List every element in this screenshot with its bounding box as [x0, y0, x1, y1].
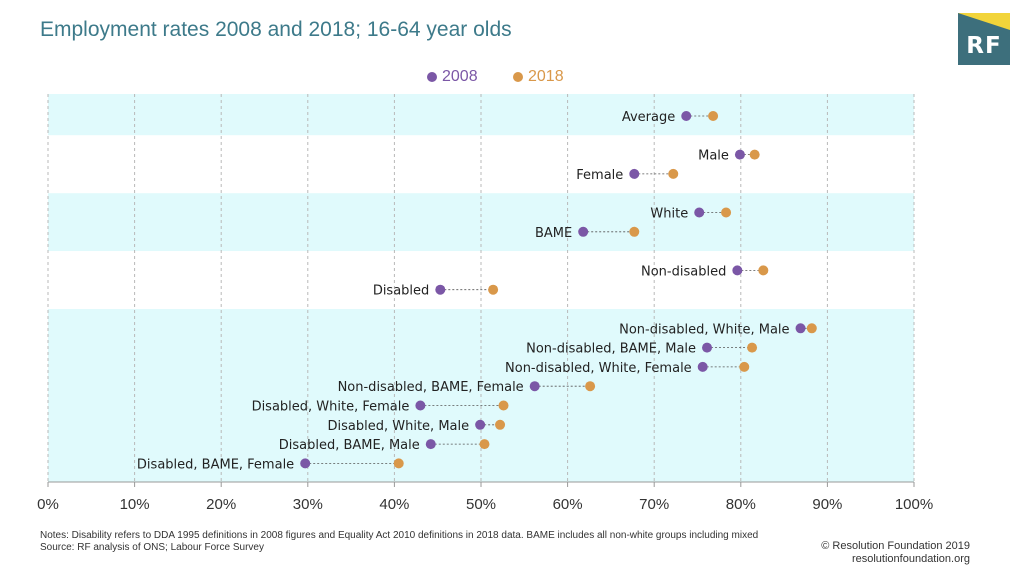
point-2008: [425, 439, 436, 450]
point-2008: [697, 361, 708, 372]
point-2008: [694, 207, 705, 218]
row-label: Disabled: [373, 284, 429, 299]
point-2008: [529, 381, 540, 392]
row-label: BAME: [535, 226, 572, 241]
row-label: White: [650, 207, 688, 222]
logo-accent-triangle: [958, 13, 1010, 30]
x-tick-label: 100%: [895, 496, 933, 513]
source-line: Source: RF analysis of ONS; Labour Force…: [40, 542, 264, 553]
point-2018: [585, 381, 596, 392]
point-2018: [498, 400, 509, 411]
point-2018: [758, 265, 769, 276]
point-2008: [475, 419, 486, 430]
x-tick-label: 60%: [553, 496, 583, 513]
point-2018: [721, 207, 732, 218]
row-label: Disabled, White, Female: [252, 400, 410, 415]
point-2018: [629, 226, 640, 237]
point-2008: [681, 111, 692, 121]
x-tick-label: 40%: [379, 496, 409, 513]
point-2018: [479, 439, 490, 450]
legend-label-2018: 2018: [528, 68, 564, 85]
row-label: Non-disabled, BAME, Male: [526, 342, 696, 357]
point-2008: [702, 342, 713, 353]
point-2018: [749, 149, 760, 160]
point-2008: [415, 400, 426, 411]
point-2018: [747, 342, 758, 353]
x-tick-label: 10%: [120, 496, 150, 513]
legend-item-2018: 2018: [513, 68, 564, 86]
point-2008: [435, 284, 446, 295]
row-label: Non-disabled, BAME, Female: [338, 380, 524, 395]
chart-title: Employment rates 2008 and 2018; 16-64 ye…: [40, 18, 512, 41]
point-2018: [739, 361, 750, 372]
chart-credit: © Resolution Foundation 2019 resolutionf…: [821, 540, 970, 566]
point-2018: [488, 284, 499, 295]
row-label: Male: [698, 149, 729, 164]
row-label: Non-disabled: [641, 264, 726, 279]
row-label: Female: [576, 168, 623, 183]
notes-line: Notes: Disability refers to DDA 1995 def…: [40, 530, 759, 541]
point-2008: [732, 265, 743, 276]
chart-legend: 2008 2018: [0, 68, 1024, 92]
row-label: Average: [622, 110, 675, 125]
legend-item-2008: 2008: [427, 68, 478, 86]
chart-notes: Notes: Disability refers to DDA 1995 def…: [40, 530, 758, 554]
point-2008: [300, 458, 311, 469]
x-tick-label: 70%: [639, 496, 669, 513]
point-2018: [708, 111, 719, 121]
row-label: Disabled, BAME, Female: [137, 457, 294, 472]
point-2018: [668, 168, 679, 179]
rf-logo: RF: [958, 13, 1010, 65]
point-2018: [495, 419, 506, 430]
row-label: Non-disabled, White, Male: [619, 322, 789, 337]
x-tick-label: 20%: [206, 496, 236, 513]
point-2008: [578, 226, 589, 237]
website-line: resolutionfoundation.org: [851, 553, 970, 565]
row-label: Disabled, White, Male: [328, 419, 470, 434]
row-label: Disabled, BAME, Male: [279, 438, 420, 453]
x-tick-label: 80%: [726, 496, 756, 513]
logo-text: RF: [966, 33, 1002, 59]
row-label: Non-disabled, White, Female: [505, 361, 692, 376]
legend-dot-2018: [513, 72, 523, 82]
x-tick-label: 50%: [466, 496, 496, 513]
point-2018: [806, 323, 817, 334]
x-tick-label: 90%: [812, 496, 842, 513]
point-2008: [795, 323, 806, 334]
legend-label-2008: 2008: [442, 68, 478, 85]
legend-dot-2008: [427, 72, 437, 82]
copyright-line: © Resolution Foundation 2019: [821, 540, 970, 552]
x-tick-label: 0%: [37, 496, 59, 513]
point-2008: [629, 168, 640, 179]
x-tick-label: 30%: [293, 496, 323, 513]
point-2018: [393, 458, 404, 469]
point-2008: [734, 149, 745, 160]
